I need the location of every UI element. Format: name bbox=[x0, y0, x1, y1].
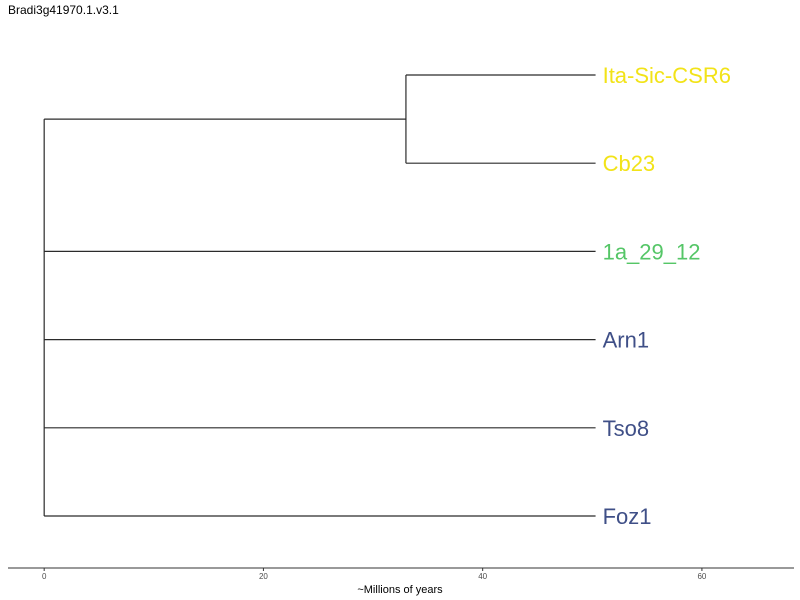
tip-label-tso8: Tso8 bbox=[603, 416, 649, 441]
x-tick-label-60: 60 bbox=[697, 572, 706, 581]
tip-label-arn1: Arn1 bbox=[603, 328, 649, 353]
tree-title: Bradi3g41970.1.v3.1 bbox=[8, 3, 119, 17]
tip-label-ita-sic-csr6: Ita-Sic-CSR6 bbox=[603, 63, 731, 88]
x-tick-label-20: 20 bbox=[259, 572, 268, 581]
x-tick-label-0: 0 bbox=[42, 572, 47, 581]
x-tick-label-40: 40 bbox=[478, 572, 487, 581]
x-axis-title: ~Millions of years bbox=[357, 584, 443, 596]
x-axis-ticks: 0 20 40 60 bbox=[42, 568, 707, 581]
tip-label-1a-29-12: 1a_29_12 bbox=[603, 239, 701, 264]
tip-labels: Ita-Sic-CSR6 Cb23 1a_29_12 Arn1 Tso8 Foz1 bbox=[603, 63, 731, 529]
tip-label-cb23: Cb23 bbox=[603, 151, 656, 176]
x-axis: 0 20 40 60 ~Millions of years bbox=[8, 567, 794, 596]
tree-branches bbox=[43, 74, 596, 517]
tip-label-foz1: Foz1 bbox=[603, 504, 652, 529]
